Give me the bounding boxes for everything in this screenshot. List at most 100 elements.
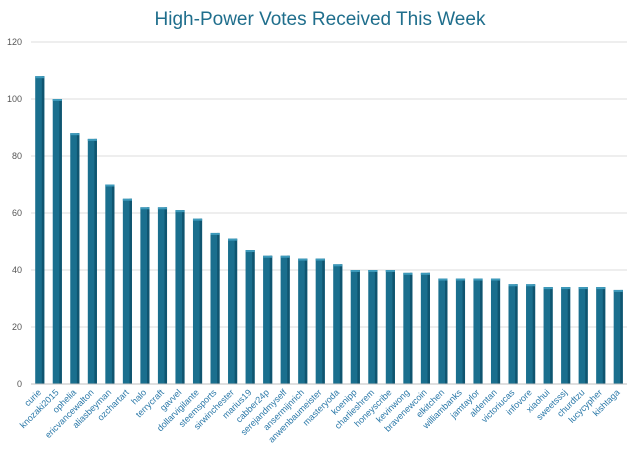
bar-body	[333, 264, 343, 384]
bar	[210, 232, 220, 384]
bar-shade	[129, 198, 132, 384]
bar-shade	[357, 270, 360, 384]
bar-shade	[269, 255, 273, 384]
bar	[192, 218, 203, 384]
bar-body	[578, 287, 588, 384]
bar	[578, 287, 588, 384]
bar-shade	[234, 238, 238, 384]
bar	[561, 287, 571, 384]
bar-body	[245, 250, 255, 384]
bar-body	[263, 255, 273, 384]
bar-shade	[515, 284, 518, 384]
bar	[596, 287, 606, 384]
bar	[105, 184, 115, 384]
y-tick-label: 20	[12, 322, 22, 332]
bar-shade	[409, 272, 413, 384]
bars	[35, 76, 623, 384]
bar-shade	[550, 287, 553, 384]
bar-body	[543, 287, 553, 384]
bar	[52, 99, 62, 384]
bar-body	[140, 207, 150, 384]
bar-shade	[339, 264, 343, 384]
bar	[333, 264, 343, 384]
bar-cap	[70, 133, 80, 136]
bar-shade	[462, 278, 466, 384]
bar	[420, 272, 430, 384]
bar	[245, 250, 255, 384]
bar-body	[368, 270, 378, 384]
bar-cap	[210, 232, 220, 235]
bar-cap	[298, 258, 308, 261]
bar-shade	[41, 76, 45, 384]
bar-body	[192, 218, 203, 384]
bar-cap	[315, 258, 325, 261]
bar-shade	[532, 284, 536, 384]
bar	[543, 287, 553, 384]
bar-body	[122, 198, 132, 384]
bar-shade	[287, 255, 290, 384]
bar-cap	[228, 238, 238, 241]
y-tick-label: 100	[7, 94, 22, 104]
bar-cap	[420, 272, 430, 275]
bar-body	[298, 258, 308, 384]
bar-shade	[199, 218, 203, 384]
bar-shade	[602, 287, 606, 384]
bar-cap	[508, 284, 518, 287]
bar-body	[613, 289, 623, 384]
bar	[122, 198, 132, 384]
bar-body	[438, 278, 448, 384]
bar-shade	[217, 232, 220, 384]
bar-cap	[52, 99, 62, 101]
bar-shade	[585, 287, 588, 384]
bar-cap	[245, 250, 255, 253]
bar-body	[210, 232, 220, 384]
bar-shade	[146, 207, 150, 384]
bar	[438, 278, 448, 384]
bar	[385, 270, 395, 384]
bar	[157, 207, 168, 384]
y-tick-label: 120	[7, 37, 22, 47]
bar-body	[280, 255, 290, 384]
bar	[298, 258, 308, 384]
bar	[508, 284, 518, 384]
bar-body	[455, 278, 466, 384]
bar-body	[157, 207, 168, 384]
bar-body	[473, 278, 483, 384]
bar	[87, 138, 97, 384]
bar-cap	[192, 218, 203, 221]
bar-body	[508, 284, 518, 384]
bar	[228, 238, 238, 384]
y-tick-label: 40	[12, 265, 22, 275]
bar-body	[526, 284, 536, 384]
bar-shade	[182, 210, 185, 384]
bar	[280, 255, 290, 384]
bar-body	[420, 272, 430, 384]
bar-body	[350, 270, 360, 384]
bar-cap	[490, 278, 501, 281]
bar-cap	[280, 255, 290, 258]
bar-body	[87, 138, 97, 384]
bar-cap	[105, 184, 115, 187]
y-tick-label: 0	[17, 379, 22, 389]
bar-shade	[94, 138, 97, 384]
bar-shade	[427, 272, 430, 384]
bar	[368, 270, 378, 384]
bar-shade	[252, 250, 255, 384]
bar	[315, 258, 325, 384]
bar-cap	[578, 287, 588, 290]
bar-cap	[473, 278, 483, 281]
bar	[526, 284, 536, 384]
bar-body	[105, 184, 115, 384]
bar-body	[490, 278, 501, 384]
bar	[455, 278, 466, 384]
bar	[403, 272, 413, 384]
bar-shade	[374, 270, 378, 384]
bar-body	[315, 258, 325, 384]
bar-body	[403, 272, 413, 384]
chart-title: High-Power Votes Received This Week	[155, 9, 486, 30]
bar	[35, 76, 45, 384]
bar-cap	[438, 278, 448, 281]
bar-shade	[392, 270, 395, 384]
bar-body	[70, 133, 80, 384]
